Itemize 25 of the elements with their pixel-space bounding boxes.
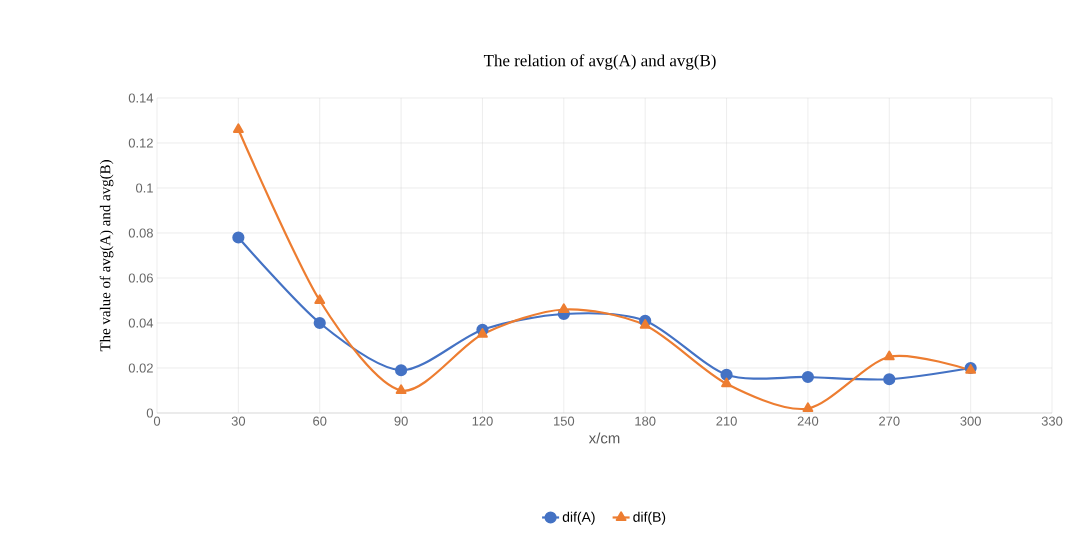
y-axis-title: The value of avg(A) and avg(B)	[99, 160, 114, 352]
x-tick-label: 120	[472, 416, 493, 426]
y-tick-label: 0.08	[128, 228, 153, 238]
x-tick-label: 270	[879, 416, 900, 426]
x-tick-label: 180	[635, 416, 656, 426]
chart-title: The relation of avg(A) and avg(B)	[483, 54, 716, 70]
x-tick-label: 210	[716, 416, 737, 426]
x-tick-label: 240	[797, 416, 819, 426]
x-tick-label: 300	[960, 416, 981, 426]
x-tick-label: 0	[153, 416, 161, 426]
x-axis-title: x/cm	[588, 432, 620, 444]
x-tick-label: 330	[1041, 416, 1063, 426]
x-tick-label: 30	[231, 416, 246, 426]
x-tick-label: 90	[394, 416, 408, 426]
y-tick-label: 0	[146, 408, 153, 418]
y-tick-label: 0.06	[128, 273, 153, 283]
x-tick-label: 150	[554, 416, 575, 426]
legend-label: dif(A)	[562, 511, 595, 525]
x-tick-label: 60	[313, 416, 327, 426]
y-tick-label: 0.04	[128, 318, 154, 328]
y-tick-label: 0.02	[128, 363, 153, 373]
y-tick-label: 0.12	[128, 138, 153, 148]
legend-label: dif(B)	[633, 511, 666, 525]
y-tick-label: 0.14	[128, 93, 154, 103]
y-tick-label: 0.1	[135, 183, 153, 193]
